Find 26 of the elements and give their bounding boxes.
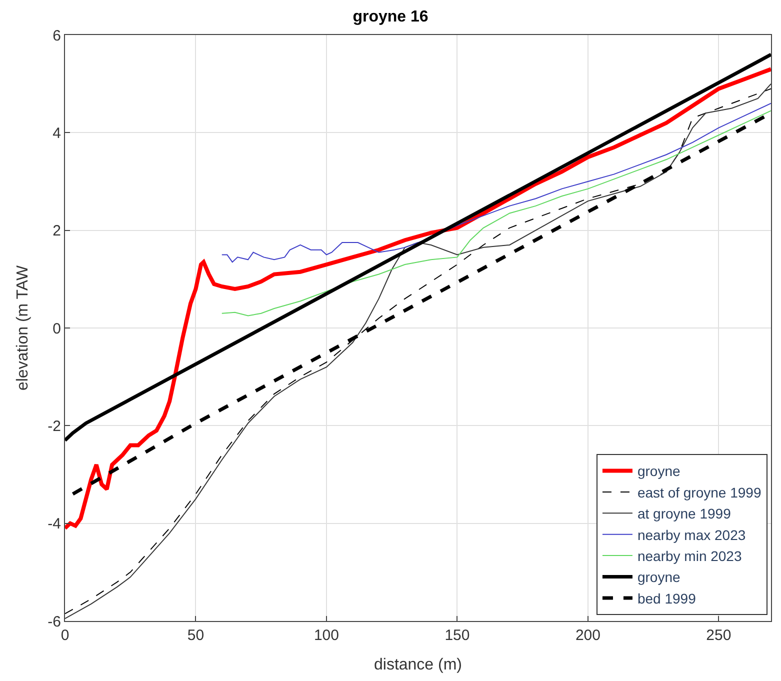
legend-label: nearby max 2023 [637, 526, 746, 543]
legend-label: groyne [637, 463, 680, 480]
y-tick-label: 2 [52, 222, 61, 240]
y-tick-label: -6 [48, 613, 61, 630]
x-tick-label: 100 [314, 627, 339, 644]
line-series [221, 102, 771, 263]
x-axis-title: distance (m) [374, 656, 462, 674]
x-tick-label: 250 [706, 627, 732, 644]
y-tick-label: -4 [48, 516, 61, 533]
x-tick-label: 150 [444, 627, 470, 644]
y-tick-label: 4 [52, 124, 61, 142]
y-axis-title: elevation (m TAW [14, 264, 32, 391]
legend-label: east of groyne 1999 [637, 484, 762, 500]
line-series [65, 52, 771, 442]
y-tick-label: 6 [52, 27, 61, 44]
x-tick-label: 50 [187, 627, 204, 644]
line-series [65, 67, 771, 530]
legend-label: at groyne 1999 [637, 506, 732, 522]
line-series [221, 110, 771, 316]
x-tick-label: 200 [575, 627, 600, 644]
chart-title: groyne 16 [352, 8, 428, 26]
y-tick-label: -2 [48, 418, 61, 435]
y-tick-label: 0 [52, 320, 61, 338]
legend-label: bed 1999 [637, 590, 696, 606]
legend-label: groyne [637, 569, 680, 586]
legend-label: nearby min 2023 [637, 548, 742, 564]
